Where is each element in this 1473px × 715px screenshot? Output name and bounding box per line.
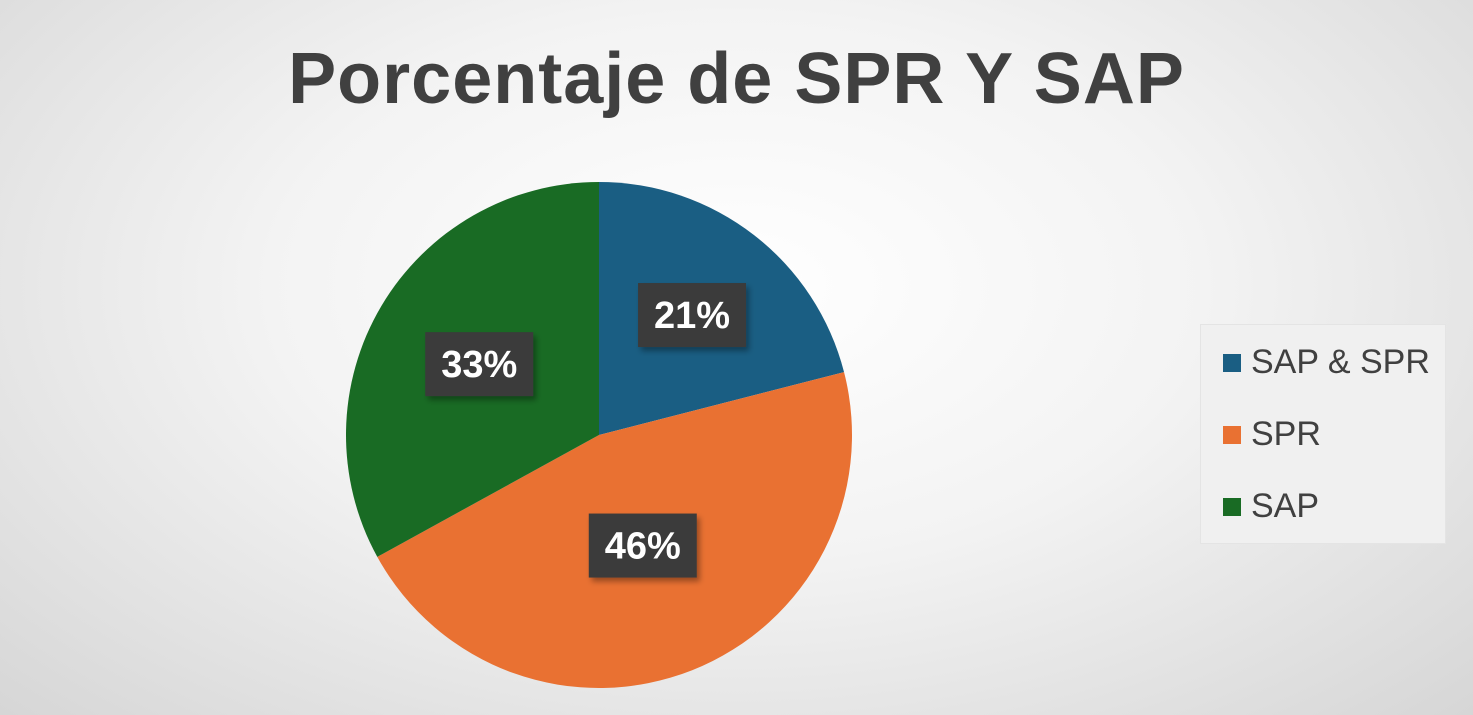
- legend-swatch-spr: [1223, 425, 1241, 444]
- chart-title: Porcentaje de SPR Y SAP: [288, 39, 1185, 119]
- legend-swatch-sap-spr: [1223, 353, 1241, 372]
- data-label-text-spr: 46%: [605, 526, 681, 568]
- data-label-sap: 33%: [425, 332, 534, 397]
- legend-swatch-sap: [1223, 497, 1241, 516]
- legend-item-sap: SAP: [1223, 487, 1319, 526]
- legend-label-spr: SPR: [1251, 415, 1321, 453]
- data-label-sap-spr: 21%: [638, 283, 747, 348]
- legend-item-spr: SPR: [1223, 415, 1321, 454]
- legend-label-sap: SAP: [1251, 487, 1320, 525]
- data-label-box-sap-spr: [638, 283, 747, 348]
- data-label-box-spr: [588, 513, 697, 578]
- data-label-spr: 46%: [588, 513, 697, 578]
- legend-item-sap-spr: SAP & SPR: [1223, 343, 1430, 382]
- data-label-text-sap: 33%: [441, 344, 517, 386]
- data-label-text-sap-spr: 21%: [654, 295, 730, 337]
- legend: SAP & SPR SPR SAP: [1200, 324, 1446, 544]
- legend-label-sap-spr: SAP & SPR: [1251, 343, 1430, 381]
- data-label-box-sap: [425, 332, 534, 397]
